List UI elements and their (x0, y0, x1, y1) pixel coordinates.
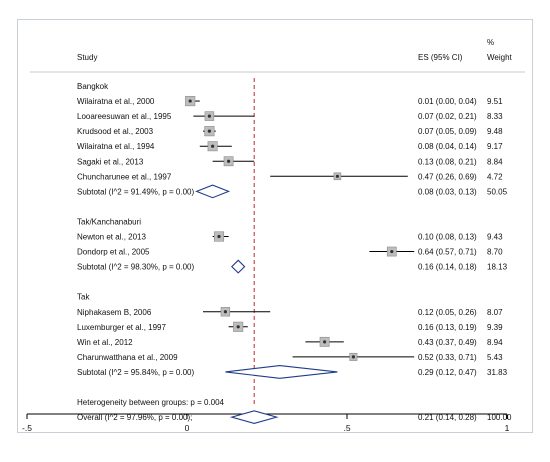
study-label: Wilairatna et al., 2000 (77, 97, 155, 106)
weight-value: 31.83 (487, 368, 508, 377)
weight-value: 9.43 (487, 233, 503, 242)
x-tick-label: .5 (343, 423, 350, 433)
weight-value: 8.94 (487, 338, 503, 347)
x-tick-label: -.5 (22, 423, 32, 433)
subtotal-diamond (231, 259, 246, 274)
effect-size-text: 0.16 (0.14, 0.18) (418, 263, 477, 272)
effect-size-text: 0.08 (0.03, 0.13) (418, 187, 477, 196)
effect-size-text: 0.12 (0.05, 0.26) (418, 308, 477, 317)
weight-value: 9.17 (487, 142, 503, 151)
point-estimate-marker (227, 159, 231, 163)
study-label: Win et al., 2012 (77, 338, 133, 347)
study-column-header: Study (77, 53, 97, 62)
weight-percent-header: % (487, 38, 494, 47)
weight-value: 9.48 (487, 127, 503, 136)
point-estimate-marker (351, 355, 355, 359)
effect-size-text: 0.29 (0.12, 0.47) (418, 368, 477, 377)
effect-size-text: 0.64 (0.57, 0.71) (418, 248, 477, 257)
effect-size-text: 0.21 (0.14, 0.28) (418, 413, 477, 422)
weight-value: 8.07 (487, 308, 503, 317)
subtotal-diamond (195, 184, 231, 199)
point-estimate-marker (217, 234, 221, 239)
effect-size-text: 0.52 (0.33, 0.71) (418, 353, 477, 362)
group-label: Bangkok (77, 82, 109, 91)
weight-value: 8.84 (487, 157, 503, 166)
effect-size-text: 0.16 (0.13, 0.19) (418, 323, 477, 332)
weight-value: 8.70 (487, 248, 503, 257)
study-label: Chuncharunee et al., 1997 (77, 172, 172, 181)
group-label: Tak/Kanchanaburi (77, 217, 141, 226)
point-estimate-marker (390, 249, 394, 254)
weight-value: 4.72 (487, 172, 503, 181)
study-label: Sagaki et al., 2013 (77, 157, 144, 166)
x-tick-label: 1 (505, 423, 510, 433)
subtotal-diamond (225, 365, 338, 379)
overall-diamond (229, 410, 279, 424)
group-label: Tak (77, 293, 90, 302)
study-label: Dondorp et al., 2005 (77, 248, 150, 257)
point-estimate-marker (323, 340, 327, 344)
weight-value: 9.51 (487, 97, 503, 106)
study-label: Krudsood et al., 2003 (77, 127, 154, 136)
study-label: Niphakasem B, 2006 (77, 308, 152, 317)
weight-value: 9.39 (487, 323, 503, 332)
weight-value: 50.05 (487, 187, 508, 196)
study-label: Looareesuwan et al., 1995 (77, 112, 172, 121)
es-column-header: ES (95% CI) (418, 53, 463, 62)
point-estimate-marker (211, 144, 215, 148)
effect-size-text: 0.10 (0.08, 0.13) (418, 233, 477, 242)
effect-size-text: 0.01 (0.00, 0.04) (418, 97, 477, 106)
point-estimate-marker (207, 114, 211, 118)
weight-value: 100.00 (487, 413, 512, 422)
weight-value: 8.33 (487, 112, 503, 121)
point-estimate-marker (335, 174, 339, 178)
subtotal-label: Subtotal (I^2 = 98.30%, p = 0.00) (77, 263, 195, 272)
subtotal-label: Subtotal (I^2 = 95.84%, p = 0.00) (77, 368, 195, 377)
effect-size-text: 0.43 (0.37, 0.49) (418, 338, 477, 347)
study-label: Charunwatthana et al., 2009 (77, 353, 178, 362)
overall-label: Overall (I^2 = 97.96%, p = 0.00); (77, 413, 192, 422)
effect-size-text: 0.07 (0.02, 0.21) (418, 112, 477, 121)
point-estimate-marker (223, 310, 227, 314)
study-label: Wilairatna et al., 1994 (77, 142, 155, 151)
study-label: Luxemburger et al., 1997 (77, 323, 166, 332)
weight-value: 5.43 (487, 353, 503, 362)
effect-size-text: 0.07 (0.05, 0.09) (418, 127, 477, 136)
x-tick-label: 0 (185, 423, 190, 433)
study-label: Newton et al., 2013 (77, 233, 146, 242)
point-estimate-marker (236, 325, 240, 329)
weight-value: 18.13 (487, 263, 508, 272)
heterogeneity-note: Heterogeneity between groups: p = 0.004 (77, 398, 225, 407)
effect-size-text: 0.47 (0.26, 0.69) (418, 172, 477, 181)
effect-size-text: 0.08 (0.04, 0.14) (418, 142, 477, 151)
plot-frame (17, 19, 533, 433)
point-estimate-marker (188, 99, 192, 103)
subtotal-label: Subtotal (I^2 = 91.49%, p = 0.00) (77, 187, 195, 196)
effect-size-text: 0.13 (0.08, 0.21) (418, 157, 477, 166)
weight-column-header: Weight (487, 53, 513, 62)
point-estimate-marker (207, 129, 211, 133)
